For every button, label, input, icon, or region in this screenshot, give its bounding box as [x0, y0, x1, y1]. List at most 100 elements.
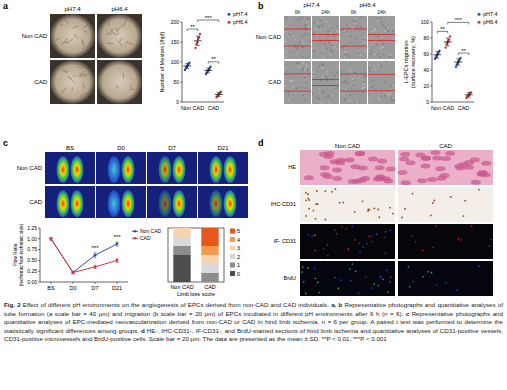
fiber [431, 150, 441, 155]
stain [365, 276, 367, 278]
cell [301, 69, 303, 71]
stain [324, 219, 326, 221]
cell [391, 55, 393, 57]
cell [316, 22, 318, 24]
stain [386, 270, 388, 272]
fiber [323, 154, 333, 159]
column-header: BS [66, 145, 74, 151]
wound-edge [312, 79, 339, 80]
cell [317, 41, 319, 43]
fiber [470, 157, 480, 162]
panel-label: c [3, 138, 8, 148]
limb [173, 156, 186, 183]
fiber [437, 176, 447, 181]
cell [385, 96, 387, 98]
stain [305, 199, 307, 201]
marks [50, 237, 119, 273]
cell [299, 42, 301, 44]
limb [57, 190, 70, 217]
tick-label: D7 [91, 285, 98, 291]
column-header: pH7.4 [64, 6, 81, 12]
cell [377, 36, 379, 38]
cell [348, 69, 350, 71]
stain [390, 277, 392, 279]
cell [294, 44, 296, 46]
cell [305, 78, 307, 80]
legend-marker [230, 254, 235, 259]
stain [334, 229, 336, 231]
cell [363, 42, 365, 44]
cell [306, 24, 308, 26]
annotation: ** [211, 56, 216, 62]
cell [374, 28, 376, 30]
subcolumn-header: 24h [321, 9, 330, 15]
cell [363, 69, 365, 71]
stain [358, 292, 360, 294]
cell [327, 31, 329, 33]
fiber [332, 176, 342, 181]
cell [344, 29, 346, 31]
tube [60, 88, 66, 94]
legend-marker [230, 263, 235, 268]
fiber [350, 164, 360, 169]
micrograph-well [50, 60, 95, 104]
stain [314, 268, 316, 270]
cell [374, 66, 376, 68]
stain [342, 202, 344, 204]
cell [350, 36, 352, 38]
tube [79, 93, 86, 97]
stain [350, 280, 352, 282]
point [194, 47, 196, 49]
section-image [300, 261, 395, 296]
bar-segment [173, 228, 190, 229]
cell [381, 36, 383, 38]
tube [81, 48, 84, 50]
wound-edge [340, 73, 367, 74]
subcolumn-header: 24h [377, 9, 386, 15]
cell [346, 44, 348, 46]
tube [59, 24, 63, 25]
tube [108, 21, 110, 27]
tube [106, 31, 110, 35]
error-bar [116, 258, 119, 262]
limb [210, 190, 223, 217]
fiber [304, 175, 314, 180]
stain [317, 282, 319, 284]
cell [375, 54, 377, 56]
stain [380, 277, 382, 279]
tick-label: 150 [171, 39, 180, 45]
stain [431, 272, 433, 274]
cell [288, 99, 290, 101]
tube [66, 39, 73, 44]
tube [109, 29, 115, 34]
y-axis [182, 22, 183, 102]
error-bar [456, 59, 460, 65]
error-bar [185, 64, 189, 69]
legend-marker [230, 229, 235, 234]
error-bar [72, 271, 75, 274]
cell [385, 27, 387, 29]
cell [380, 65, 382, 67]
cell [362, 87, 364, 89]
cell [319, 88, 321, 90]
cell [326, 21, 328, 23]
stain [366, 243, 368, 245]
cell [321, 102, 323, 104]
cell [330, 54, 332, 56]
stain [378, 285, 380, 287]
tube [67, 77, 71, 79]
cell [302, 67, 304, 69]
stain [362, 246, 364, 248]
cell [288, 92, 290, 94]
cell [345, 56, 347, 58]
stain [307, 197, 309, 199]
stain [311, 235, 313, 237]
cell [328, 42, 330, 44]
cell [345, 52, 347, 54]
fiber [401, 180, 411, 185]
fiber [400, 152, 410, 157]
tube [74, 34, 78, 39]
cell [344, 54, 346, 56]
cell [378, 62, 380, 64]
tube [107, 42, 114, 44]
